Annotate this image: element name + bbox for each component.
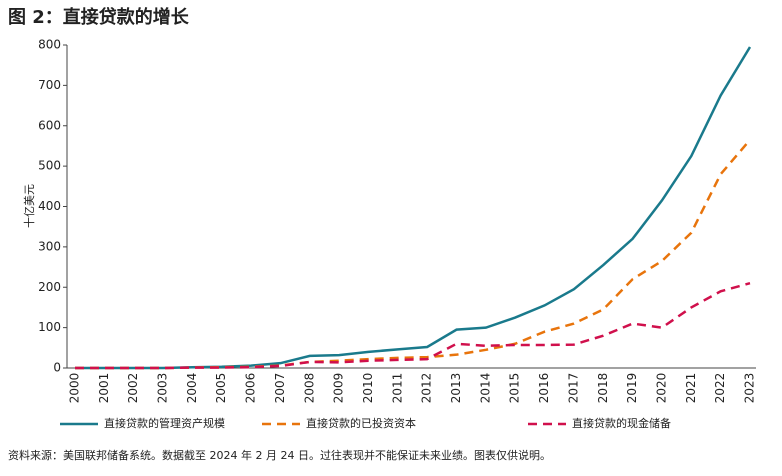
x-tick-label: 2011 [390, 373, 404, 404]
x-tick-label: 2003 [156, 373, 170, 404]
x-tick-label: 2021 [684, 373, 698, 404]
chart-title: 图 2：直接贷款的增长 [8, 6, 190, 28]
x-tick-label: 2020 [654, 373, 668, 404]
y-tick-label: 0 [53, 361, 61, 375]
series-line [75, 46, 752, 370]
series-line [75, 139, 751, 370]
x-tick-label: 2001 [97, 373, 111, 404]
y-tick-label: 500 [38, 159, 61, 173]
y-tick-label: 400 [38, 199, 61, 213]
x-tick-label: 2022 [713, 373, 727, 404]
legend-label: 直接贷款的已投资资本 [306, 416, 416, 430]
x-tick-label: 2002 [126, 373, 140, 404]
x-tick-label: 2018 [596, 373, 610, 404]
x-tick-label: 2005 [214, 373, 228, 404]
x-tick-label: 2015 [508, 373, 522, 404]
x-tick-label: 2004 [185, 373, 199, 404]
y-tick-label: 300 [38, 239, 61, 253]
x-tick-label: 2000 [68, 373, 82, 404]
y-tick-label: 200 [38, 280, 61, 294]
y-axis-label: 十亿美元 [22, 184, 36, 228]
x-tick-label: 2017 [566, 373, 580, 404]
x-tick-label: 2019 [625, 373, 639, 404]
x-tick-label: 2016 [537, 373, 551, 404]
x-tick-label: 2008 [302, 373, 316, 404]
y-tick-label: 100 [38, 320, 61, 334]
series-line [75, 282, 751, 370]
x-tick-label: 2023 [743, 373, 757, 404]
x-tick-label: 2010 [361, 373, 375, 404]
x-tick-label: 2009 [332, 373, 346, 404]
legend-label: 直接贷款的管理资产规模 [104, 416, 225, 430]
x-tick-label: 2006 [244, 373, 258, 404]
legend-label: 直接贷款的现金储备 [572, 416, 671, 430]
y-tick-label: 600 [38, 118, 61, 132]
x-tick-label: 2014 [478, 373, 492, 404]
x-tick-label: 2012 [420, 373, 434, 404]
x-tick-label: 2007 [273, 373, 287, 404]
y-tick-label: 800 [38, 38, 61, 52]
y-tick-label: 700 [38, 78, 61, 92]
x-tick-label: 2013 [449, 373, 463, 404]
footnote: 资料来源：美国联邦储备系统。数据截至 2024 年 2 月 24 日。过往表现并… [8, 448, 551, 462]
